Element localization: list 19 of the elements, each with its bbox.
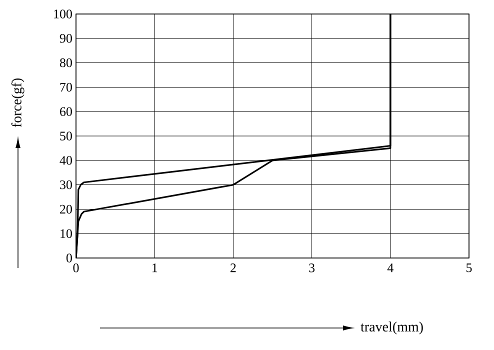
- x-tick-label: 2: [230, 264, 236, 272]
- y-tick-label: 10: [60, 229, 72, 238]
- y-tick-label: 60: [60, 107, 72, 116]
- x-tick-label: 3: [309, 264, 315, 272]
- x-tick-label: 0: [73, 264, 79, 272]
- y-tick-label: 100: [54, 10, 72, 18]
- y-tick-label: 80: [60, 58, 72, 68]
- y-tick-label: 70: [60, 82, 72, 92]
- x-axis-title: travel(mm): [360, 322, 423, 334]
- x-tick-label: 5: [466, 264, 472, 272]
- y-tick-label: 40: [60, 156, 72, 165]
- y-tick-label: 90: [60, 34, 72, 43]
- y-tick-label: 50: [60, 132, 72, 140]
- y-tick-label: 0: [66, 254, 72, 262]
- y-tick-label: 30: [60, 180, 72, 190]
- x-tick-label: 1: [152, 264, 158, 272]
- x-tick-label: 4: [387, 264, 394, 272]
- y-axis-title: force(gf): [11, 78, 24, 128]
- y-tick-label: 20: [60, 204, 72, 214]
